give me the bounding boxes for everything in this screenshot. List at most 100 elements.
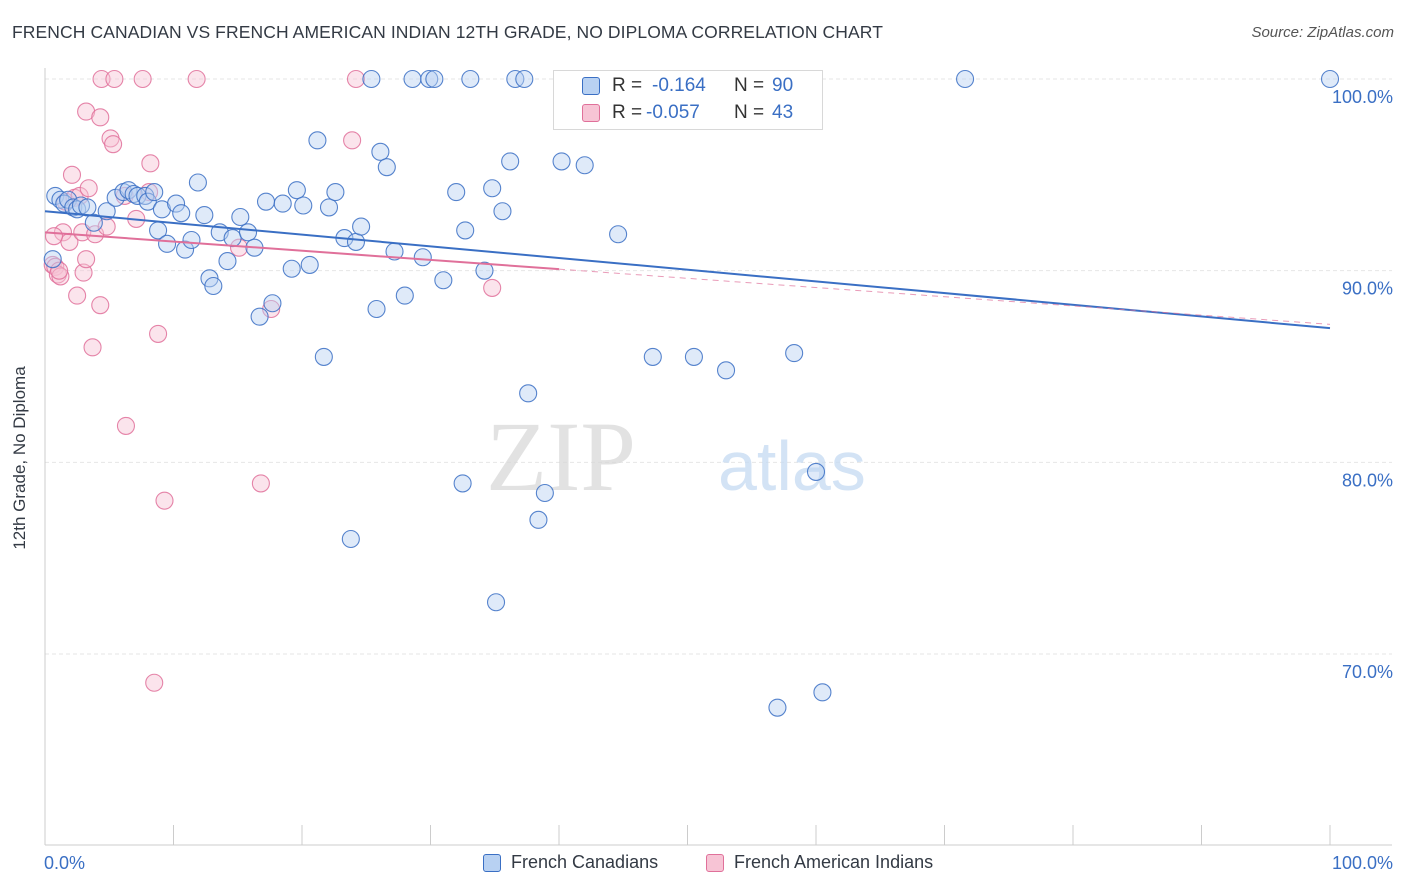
data-point [104, 135, 123, 154]
legend-swatch-blue [483, 853, 501, 872]
data-point [83, 338, 102, 357]
x-tick-label: 100.0% [1332, 853, 1393, 873]
legend-item-french-american-indians[interactable]: French American Indians [706, 852, 933, 873]
axes [44, 68, 1392, 846]
y-tick-label: 100.0% [1332, 87, 1393, 107]
chart-title: FRENCH CANADIAN VS FRENCH AMERICAN INDIA… [12, 22, 884, 42]
data-point [44, 227, 64, 246]
legend-r-label: R = [612, 75, 643, 96]
data-point [684, 347, 703, 366]
data-point [768, 698, 787, 717]
trend-line-pink [44, 231, 560, 271]
data-point [362, 69, 381, 89]
data-point [158, 234, 177, 253]
data-point [105, 69, 124, 89]
data-point [51, 267, 70, 286]
data-point [84, 213, 103, 232]
trend-lines [44, 210, 1331, 330]
legend-row-pink: R = -0.057 N = 43 [554, 100, 824, 126]
data-point [371, 142, 390, 161]
data-point [716, 361, 736, 380]
legend-n-label: N = [734, 75, 765, 96]
data-point [250, 307, 269, 326]
data-point [413, 248, 432, 267]
data-point [456, 221, 475, 240]
data-point [501, 152, 520, 171]
data-point [425, 69, 444, 89]
gridlines [45, 78, 1392, 655]
data-point [133, 69, 152, 89]
data-point [167, 194, 186, 213]
watermark-zip: ZIP [486, 401, 636, 512]
data-point [420, 69, 439, 89]
watermark: ZIP atlas [486, 401, 866, 512]
data-point [447, 183, 466, 202]
data-point [341, 529, 360, 549]
trend-line-blue [44, 210, 1331, 330]
data-point [326, 183, 345, 202]
y-tick-label: 80.0% [1342, 470, 1393, 490]
data-point [256, 192, 276, 211]
legend-n-label: N = [734, 102, 765, 123]
data-point [403, 69, 422, 89]
data-point [483, 278, 502, 297]
legend-label-french-american-indians: French American Indians [734, 852, 934, 872]
data-point [483, 179, 502, 198]
data-point [486, 593, 506, 612]
legend-r-label: R = [612, 102, 643, 123]
data-point [91, 108, 110, 127]
data-point [475, 261, 494, 280]
data-point [149, 324, 168, 343]
blue-series-points [43, 69, 1340, 717]
data-point [74, 263, 93, 282]
data-point [155, 491, 174, 510]
data-point [529, 510, 548, 529]
data-point [377, 158, 396, 177]
data-point [145, 183, 164, 202]
data-point [535, 483, 554, 503]
data-point [395, 286, 414, 305]
data-point [195, 206, 214, 225]
data-point [282, 259, 301, 278]
data-point [346, 69, 366, 89]
legend-n-value-pink: 43 [772, 102, 794, 123]
data-point [461, 69, 480, 89]
data-point [238, 223, 258, 242]
data-point [287, 181, 306, 200]
data-point [231, 207, 250, 227]
data-point [138, 192, 157, 211]
legend-r-value-blue: -0.164 [652, 75, 706, 96]
data-point [128, 186, 147, 205]
data-point [314, 347, 333, 366]
y-tick-label: 70.0% [1342, 662, 1393, 682]
trend-line-pink-dashed [558, 268, 1331, 325]
legend-item-french-canadians[interactable]: French Canadians [483, 852, 658, 873]
data-point [552, 152, 571, 171]
data-point [352, 217, 371, 236]
data-point [1320, 69, 1340, 89]
tick-labels: 70.0% 80.0% 90.0% 100.0% 0.0% 100.0% [44, 87, 1393, 873]
y-tick-label: 90.0% [1342, 279, 1393, 299]
data-point [251, 474, 270, 493]
legend-row-blue: R = -0.164 N = 90 [554, 73, 824, 99]
data-point [43, 250, 62, 269]
data-point [519, 384, 538, 403]
data-point [182, 230, 201, 250]
data-point [806, 462, 826, 481]
data-point [367, 299, 386, 319]
data-point [453, 474, 472, 493]
data-point [223, 229, 242, 248]
data-point [294, 196, 313, 215]
data-point [343, 131, 362, 150]
data-point [141, 154, 160, 173]
data-point [319, 198, 339, 217]
data-point [176, 240, 195, 259]
legend-label-french-canadians: French Canadians [511, 852, 659, 872]
correlation-legend: R = -0.164 N = 90 R = -0.057 N = 43 [553, 70, 823, 130]
legend-r-value-pink: -0.057 [646, 102, 700, 123]
data-point [300, 255, 319, 274]
data-point [78, 198, 97, 217]
data-point [204, 276, 223, 296]
x-tick-label: 0.0% [44, 853, 85, 873]
